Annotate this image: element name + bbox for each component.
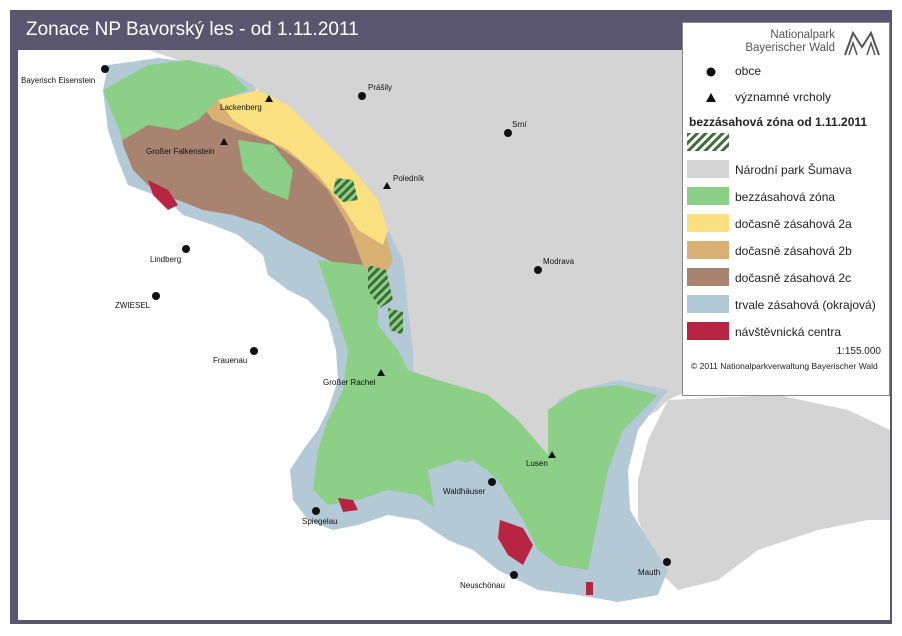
marker-prasily xyxy=(358,92,366,100)
hatch-swatch xyxy=(687,133,729,151)
legend-obce-label: obce xyxy=(735,64,762,78)
marker-lackenberg xyxy=(265,95,273,102)
legend-vrcholy: významné vrcholy xyxy=(683,87,891,111)
legend-item-label: dočasně zásahová 2a xyxy=(735,217,852,231)
legend-item: trvale zásahová (okrajová) xyxy=(683,295,891,319)
legend-item-label: návštěvnická centra xyxy=(735,325,842,339)
np-logo-line1: Nationalpark xyxy=(770,29,835,41)
map-title: Zonace NP Bavorský les - od 1.11.2011 xyxy=(26,19,359,40)
visitor-centre-falkenstein xyxy=(148,180,178,210)
legend-obce: obce xyxy=(683,61,891,85)
zone-2a xyxy=(218,90,388,245)
legend-item: dočasně zásahová 2b xyxy=(683,241,891,265)
hatch-patch-2 xyxy=(368,265,393,308)
legend-item-label: Národní park Šumava xyxy=(735,163,852,177)
legend-item-label: dočasně zásahová 2c xyxy=(735,271,852,285)
np-logo-line2: Bayerischer Wald xyxy=(745,42,835,54)
label-grosser-falkenstein: Großer Falkenstein xyxy=(146,147,215,156)
label-neuschonau: Neuschönau xyxy=(460,581,505,590)
marker-modrava xyxy=(534,266,542,274)
legend-item-label: dočasně zásahová 2b xyxy=(735,244,852,258)
legend-swatch xyxy=(687,187,729,205)
np-logo-text: Nationalpark Bayerischer Wald xyxy=(745,29,835,55)
marker-grosser-falkenstein xyxy=(220,138,228,145)
marker-spiegelau xyxy=(312,507,320,515)
label-spiegelau: Spiegelau xyxy=(302,517,338,526)
marker-polednik xyxy=(383,182,391,189)
sumava-area-east xyxy=(638,395,890,590)
label-mauth: Mauth xyxy=(638,568,661,577)
marker-grosser-rachel xyxy=(377,369,385,376)
legend-swatch xyxy=(687,268,729,286)
legend-vrcholy-label: významné vrcholy xyxy=(735,90,832,104)
buffer-waldhauser xyxy=(428,460,498,545)
label-zwiesel: ZWIESEL xyxy=(115,301,151,310)
np-logo-icon xyxy=(844,30,880,56)
label-prasily: Prášily xyxy=(368,83,393,92)
legend-heading: bezzásahová zóna od 1.11.2011 xyxy=(689,115,868,129)
legend-item-label: bezzásahová zóna xyxy=(735,190,836,204)
legend-swatch xyxy=(687,214,729,232)
legend-item: dočasně zásahová 2c xyxy=(683,268,891,292)
map-svg xyxy=(101,50,890,602)
legend-item-label: trvale zásahová (okrajová) xyxy=(735,298,876,312)
legend-panel: Nationalpark Bayerischer Wald obce význa… xyxy=(682,22,890,396)
legend-item: návštěvnická centra xyxy=(683,322,891,346)
visitor-centre-lusen xyxy=(498,520,533,565)
marker-zwiesel xyxy=(152,292,160,300)
visitor-centre-mauth xyxy=(586,582,593,595)
copyright-text: © 2011 Nationalparkverwaltung Bayerische… xyxy=(691,361,878,371)
label-polednik: Poledník xyxy=(393,174,425,183)
legend-swatch xyxy=(687,241,729,259)
marker-bayerisch-eisenstein xyxy=(101,65,109,73)
marker-frauenau xyxy=(250,347,258,355)
marker-waldhauser xyxy=(488,478,496,486)
obec-icon xyxy=(706,67,716,77)
visitor-centre-spiegelau xyxy=(338,498,358,512)
legend-item: bezzásahová zóna xyxy=(683,187,891,211)
label-frauenau: Frauenau xyxy=(213,356,248,365)
hatch-patch-1 xyxy=(333,178,358,202)
legend-item: dočasně zásahová 2a xyxy=(683,214,891,238)
label-lusen: Lusen xyxy=(526,459,548,468)
label-grosser-rachel: Großer Rachel xyxy=(323,378,376,387)
scale-text: 1:155.000 xyxy=(836,346,882,357)
zone-green-nw xyxy=(103,60,248,140)
legend-swatch xyxy=(687,322,729,340)
marker-mauth xyxy=(663,558,671,566)
label-waldhauser: Waldhäuser xyxy=(443,487,486,496)
hatch-patch-3 xyxy=(388,308,403,335)
zone-green-south xyxy=(313,260,658,570)
vrchol-icon xyxy=(706,93,716,102)
label-lackenberg: Lackenberg xyxy=(220,103,262,112)
label-lindberg: Lindberg xyxy=(150,255,182,264)
marker-lusen xyxy=(548,451,556,458)
label-bayerisch-eisenstein: Bayerisch Eisenstein xyxy=(21,76,96,85)
label-srni: Srní xyxy=(512,120,527,129)
marker-lindberg xyxy=(182,245,190,253)
marker-srni xyxy=(504,129,512,137)
label-modrava: Modrava xyxy=(543,257,575,266)
legend-item: Národní park Šumava xyxy=(683,160,891,184)
marker-neuschonau xyxy=(510,571,518,579)
zone-2c xyxy=(118,100,363,265)
legend-hatch xyxy=(683,133,891,157)
legend-swatch xyxy=(687,160,729,178)
zone-green-mid xyxy=(238,140,293,200)
legend-swatch xyxy=(687,295,729,313)
